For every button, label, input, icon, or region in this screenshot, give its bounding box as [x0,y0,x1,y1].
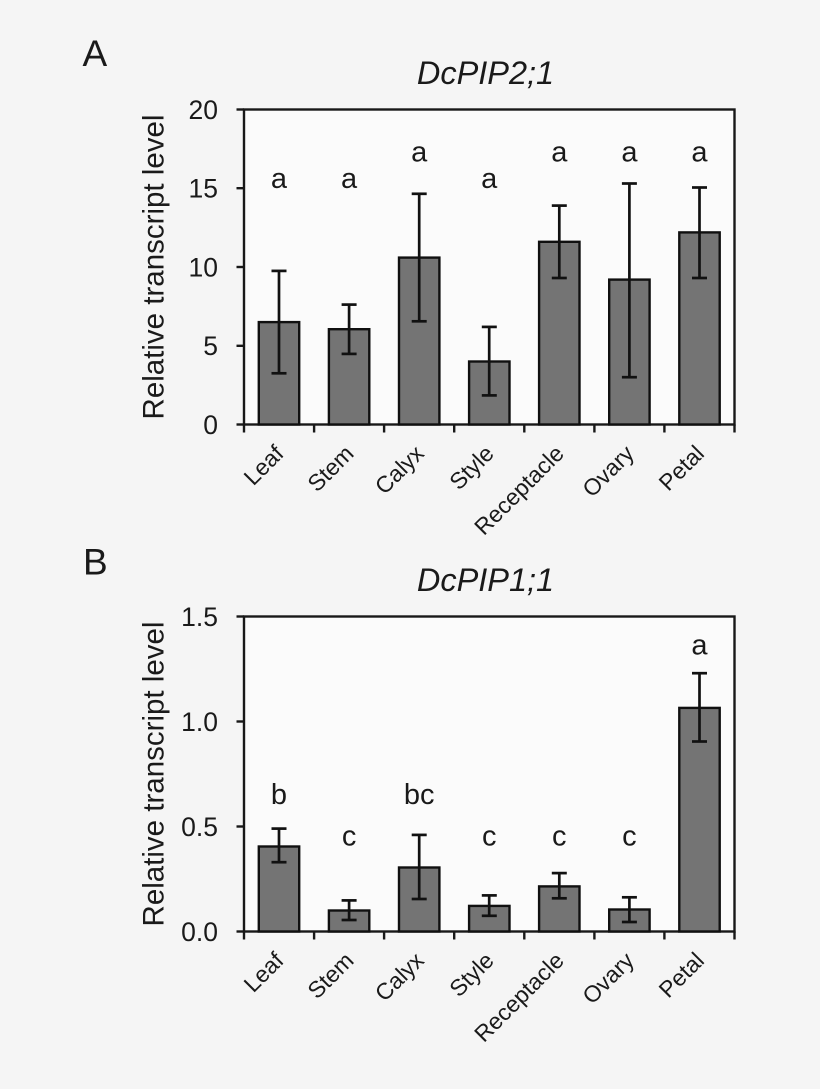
svg-text:a: a [481,163,498,195]
svg-text:a: a [691,137,708,169]
svg-text:c: c [342,821,357,853]
svg-text:1.0: 1.0 [181,707,218,737]
svg-text:0: 0 [203,410,218,440]
svg-text:a: a [691,630,708,662]
svg-text:c: c [552,821,567,853]
svg-text:Relative transcript level: Relative transcript level [138,622,171,927]
svg-text:B: B [83,542,108,583]
svg-text:a: a [621,137,638,169]
svg-text:bc: bc [404,779,435,811]
svg-text:c: c [622,821,637,853]
svg-text:A: A [83,33,108,74]
svg-text:b: b [271,779,287,811]
svg-text:5: 5 [203,331,218,361]
svg-text:a: a [551,137,568,169]
svg-text:15: 15 [189,174,218,204]
svg-text:a: a [341,163,358,195]
svg-text:20: 20 [189,95,218,125]
svg-text:DcPIP1;1: DcPIP1;1 [417,562,554,598]
svg-text:0.0: 0.0 [181,917,218,947]
svg-text:c: c [482,821,497,853]
svg-text:0.5: 0.5 [181,812,218,842]
svg-text:a: a [411,137,428,169]
svg-text:1.5: 1.5 [181,602,218,632]
svg-text:Relative transcript level: Relative transcript level [138,115,171,420]
svg-text:10: 10 [189,252,218,282]
svg-text:DcPIP2;1: DcPIP2;1 [417,55,554,91]
svg-text:a: a [271,163,288,195]
